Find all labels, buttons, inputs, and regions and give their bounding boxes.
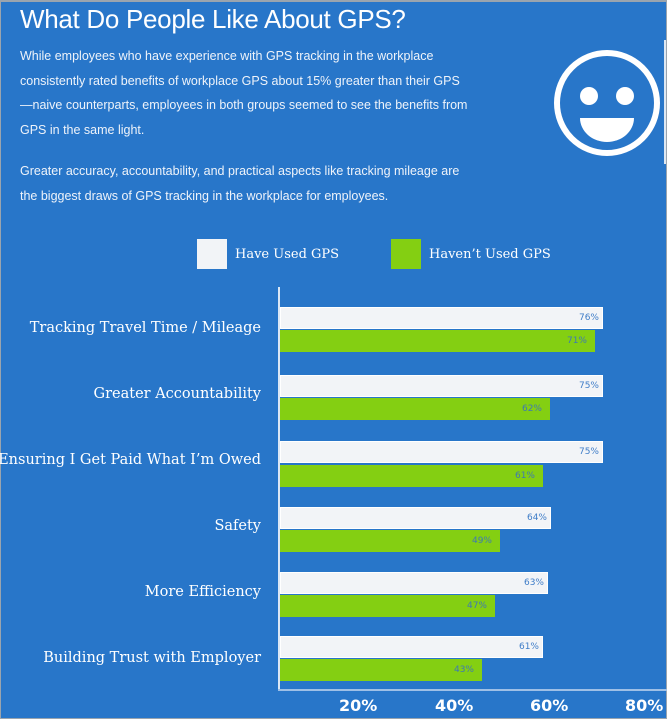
- legend-have-used: Have Used GPS: [197, 239, 339, 269]
- x-tick-label: 60%: [530, 696, 569, 715]
- bar-havent-used: 49%: [280, 530, 500, 552]
- bar-value: 64%: [526, 513, 547, 523]
- bar-have-used: 64%: [280, 507, 551, 529]
- bar-havent-used: 47%: [280, 595, 495, 617]
- bar-have-used: 76%: [280, 307, 603, 329]
- smiley-face-icon: [554, 50, 660, 156]
- category-label: Ensuring I Get Paid What I’m Owed: [0, 452, 261, 468]
- bar-value: 62%: [521, 404, 542, 414]
- x-tick-label: 40%: [435, 696, 474, 715]
- legend-label: Have Used GPS: [235, 246, 340, 262]
- x-axis-line: [278, 689, 667, 691]
- bar-havent-used: 62%: [280, 398, 550, 420]
- category-label: Building Trust with Employer: [43, 650, 261, 666]
- bar-have-used: 63%: [280, 572, 548, 594]
- divider-line: [664, 40, 666, 164]
- bar-value: 43%: [453, 665, 474, 675]
- bar-value: 49%: [471, 536, 492, 546]
- bar-have-used: 61%: [280, 636, 543, 658]
- summary-paragraph: Greater accuracy, accountability, and pr…: [20, 164, 460, 203]
- bar-havent-used: 43%: [280, 659, 482, 681]
- bar-have-used: 75%: [280, 441, 603, 463]
- legend-label: Haven’t Used GPS: [429, 246, 551, 262]
- intro-paragraph: While employees who have experience with…: [20, 49, 468, 137]
- bar-value: 61%: [518, 642, 539, 652]
- bar-value: 47%: [466, 601, 487, 611]
- x-tick-label: 80%: [625, 696, 664, 715]
- legend-havent-used: Haven’t Used GPS: [391, 239, 551, 269]
- bar-value: 75%: [578, 447, 599, 457]
- category-label: More Efficiency: [144, 584, 261, 600]
- page-title: What Do People Like About GPS?: [20, 4, 406, 34]
- legend-swatch-white: [197, 239, 227, 269]
- bar-value: 71%: [566, 336, 587, 346]
- bar-value: 76%: [578, 313, 599, 323]
- bar-value: 63%: [523, 578, 544, 588]
- category-label: Greater Accountability: [93, 386, 262, 402]
- bar-value: 61%: [514, 471, 535, 481]
- category-label: Safety: [214, 518, 261, 534]
- bar-have-used: 75%: [280, 375, 603, 397]
- legend-swatch-green: [391, 239, 421, 269]
- bar-havent-used: 61%: [280, 465, 543, 487]
- x-tick-label: 20%: [339, 696, 378, 715]
- category-label: Tracking Travel Time / Mileage: [29, 320, 261, 336]
- y-axis-line: [278, 287, 280, 690]
- bar-value: 75%: [578, 381, 599, 391]
- bar-havent-used: 71%: [280, 330, 595, 352]
